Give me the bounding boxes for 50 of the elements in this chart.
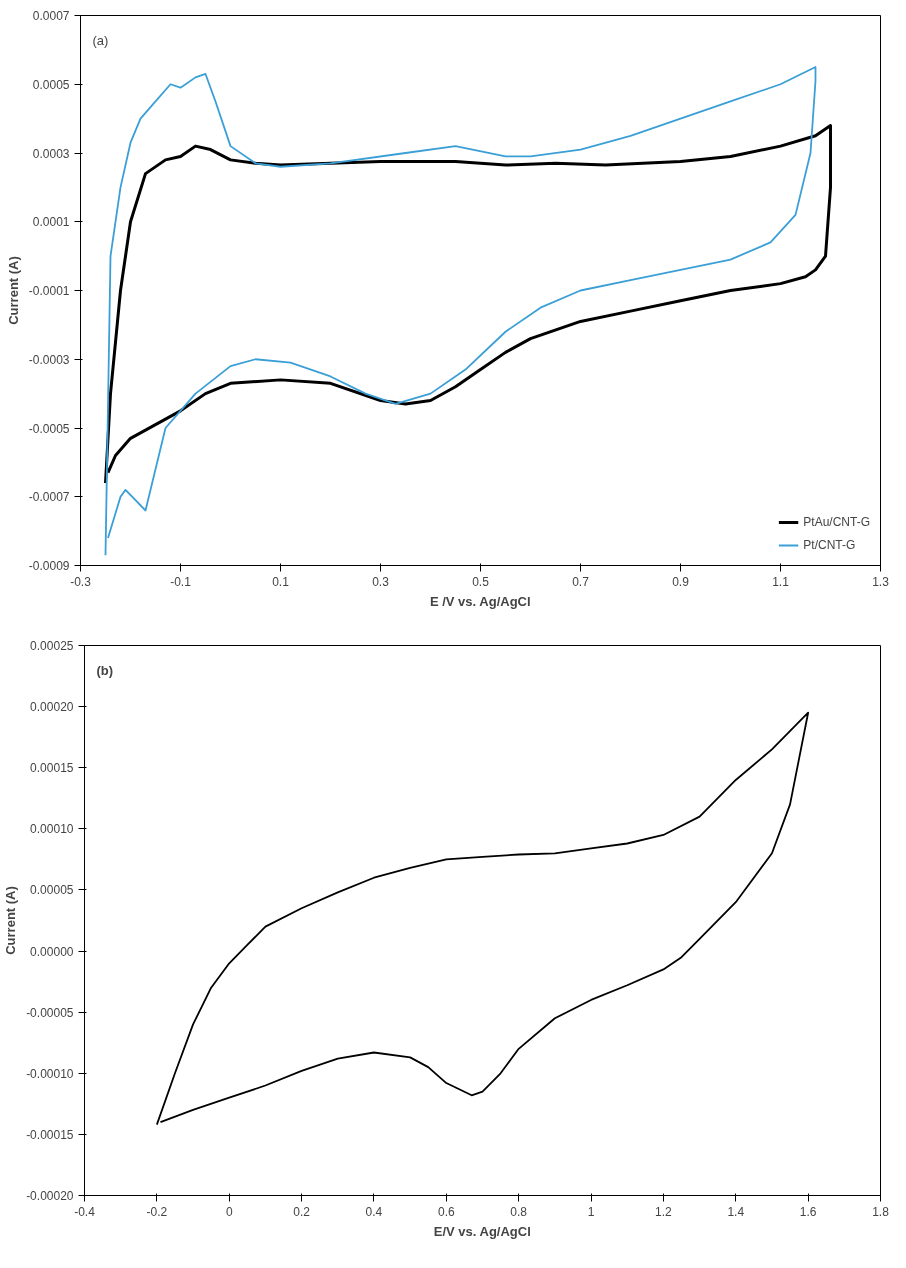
x-tick-label: 0.1 xyxy=(272,574,290,589)
y-tick-label: -0.0007 xyxy=(28,490,70,505)
x-tick-label: 0.7 xyxy=(572,574,590,589)
x-tick-label: 1.2 xyxy=(655,1204,673,1219)
x-tick-label: 0.2 xyxy=(293,1204,311,1219)
y-tick-label: -0.00005 xyxy=(26,1005,74,1020)
y-axis-title: Current (A) xyxy=(3,886,19,955)
y-tick-label: 0.00025 xyxy=(30,639,74,653)
x-tick-label: 0 xyxy=(225,1204,233,1219)
x-tick-label: 1.6 xyxy=(799,1204,817,1219)
y-tick-label: 0.00010 xyxy=(30,822,74,837)
y-tick-label: 0.0001 xyxy=(32,215,70,230)
x-tick-label: -0.1 xyxy=(170,574,192,589)
x-tick-label: 1.1 xyxy=(772,574,790,589)
legend-label: Pt/CNT-G xyxy=(803,538,856,552)
x-tick-label: -0.2 xyxy=(146,1204,168,1219)
x-axis-title: E /V vs. Ag/AgCl xyxy=(429,593,531,609)
x-tick-label: 1.8 xyxy=(872,1204,890,1219)
x-tick-label: 0.4 xyxy=(365,1204,383,1219)
x-tick-label: 0.3 xyxy=(372,574,390,589)
y-tick-label: -0.00010 xyxy=(26,1066,74,1081)
x-tick-label: 0.8 xyxy=(510,1204,528,1219)
x-tick-label: 1 xyxy=(587,1204,595,1219)
y-tick-label: -0.0003 xyxy=(28,352,70,367)
y-tick-label: -0.0009 xyxy=(28,559,70,573)
y-tick-label: 0.00020 xyxy=(30,700,74,715)
y-tick-label: 0.00015 xyxy=(30,761,74,776)
y-axis-title: Current (A) xyxy=(5,256,21,325)
x-tick-label: 1.4 xyxy=(727,1204,745,1219)
y-tick-label: -0.00015 xyxy=(26,1127,74,1142)
y-tick-label: 0.0007 xyxy=(32,9,70,23)
legend-label: PtAu/CNT-G xyxy=(803,515,870,529)
x-tick-label: -0.3 xyxy=(70,574,92,589)
line-series xyxy=(104,124,832,485)
y-tick-label: 0.0003 xyxy=(32,146,70,161)
annotation: (b) xyxy=(96,662,114,678)
x-axis-title: E/V vs. Ag/AgCl xyxy=(433,1223,531,1239)
x-tick-label: 0.6 xyxy=(437,1204,455,1219)
x-tick-label: 0.9 xyxy=(672,574,690,589)
y-tick-label: 0.0005 xyxy=(32,77,70,92)
y-tick-label: 0.00005 xyxy=(30,883,74,898)
y-tick-label: 0.00000 xyxy=(30,944,74,959)
x-tick-label: -0.4 xyxy=(74,1204,96,1219)
annotation: (a) xyxy=(92,32,109,48)
line-series xyxy=(155,711,810,1126)
y-tick-label: -0.00020 xyxy=(26,1189,74,1203)
y-tick-label: -0.0001 xyxy=(28,284,70,298)
x-tick-label: 1.3 xyxy=(872,574,890,589)
y-tick-label: -0.0005 xyxy=(28,421,70,436)
x-tick-label: 0.5 xyxy=(472,574,490,589)
